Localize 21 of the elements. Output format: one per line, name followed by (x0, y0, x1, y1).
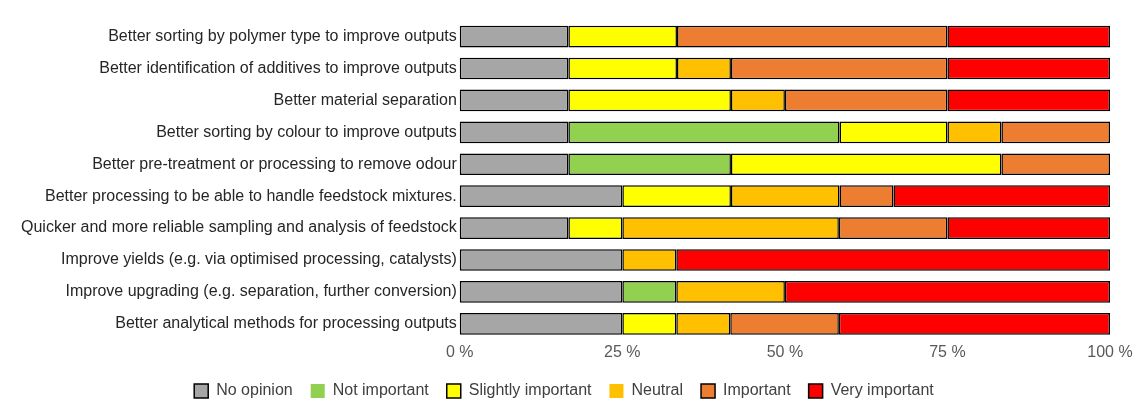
x-tick-label: 50 % (766, 342, 804, 360)
y-tick-label: Improve yields (e.g. via optimised processing, catalysts) (61, 250, 457, 268)
y-tick-label: Better material separation (273, 90, 457, 108)
y-tick-label: Better identification of additives to improve outputs (99, 58, 457, 76)
legend-label: Neutral (631, 381, 684, 399)
y-tick-label: Better sorting by polymer type to improve outputs (108, 26, 457, 44)
x-tick-label: 25 % (604, 342, 641, 360)
y-tick-label: Better pre-treatment or processing to remove odour (92, 154, 458, 172)
y-tick-label: Improve upgrading (e.g. separation, further conversion) (65, 282, 457, 300)
x-tick-label: 100 % (1087, 342, 1133, 360)
y-tick-label: Better processing to be able to handle feedstock mixtures. (44, 186, 457, 204)
y-tick-label: Better analytical methods for processing outputs (115, 314, 457, 332)
legend-label: Very important (830, 381, 935, 399)
y-tick-label: Better sorting by colour to improve outputs (156, 122, 457, 140)
y-tick-label: Quicker and more reliable sampling and analysis of feedstock (21, 218, 458, 236)
x-tick-label: 0 % (445, 342, 474, 360)
legend-label: Not important (332, 381, 430, 399)
legend-label: Slightly important (468, 381, 593, 399)
legend-label: Important (723, 381, 792, 399)
x-tick-label: 75 % (929, 342, 966, 360)
legend-label: No opinion (216, 381, 293, 399)
